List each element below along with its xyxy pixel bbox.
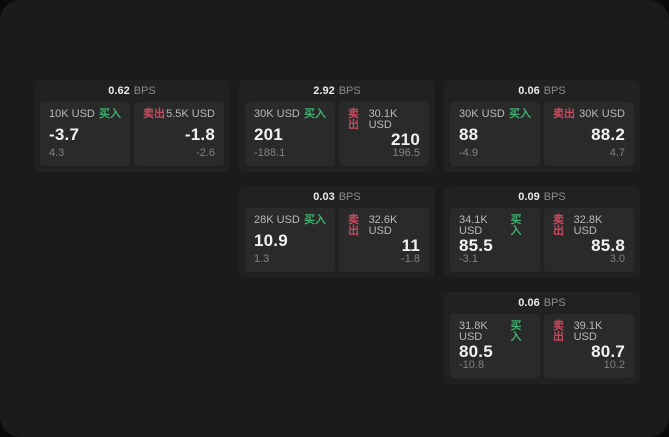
quote-card-body: 10K USD 买入 -3.7 4.3 卖出 5.5K USD -1.8 -2.…	[34, 102, 230, 166]
bps-value: 2.92	[313, 85, 335, 97]
sell-amount: 30.1K USD	[368, 108, 398, 131]
quote-card-body: 31.8K USD 买入 80.5 -10.8 卖出 39.1K USD 80.…	[444, 314, 640, 378]
quote-card-body: 34.1K USD 买入 85.5 -3.1 卖出 32.8K USD 85.8…	[444, 208, 640, 272]
buy-price: 80.5	[459, 342, 493, 361]
sell-sub-value: 3.0	[609, 253, 625, 265]
sell-sub-value: -1.8	[401, 253, 420, 265]
buy-price: 88	[459, 124, 479, 144]
bps-header: 2.92 BPS	[239, 80, 435, 102]
buy-amount: 31.8K USD	[459, 320, 488, 343]
bps-unit-label: BPS	[338, 85, 361, 97]
sell-amount: 30K USD	[579, 108, 625, 120]
sell-sub-value: 4.7	[609, 147, 625, 159]
bps-header: 0.06 BPS	[444, 292, 640, 314]
bps-value: 0.09	[518, 191, 540, 203]
buy-sub-value: -3.1	[459, 253, 478, 265]
quote-card: 0.06 BPS 31.8K USD 买入 80.5 -10.8 卖出 39.1…	[444, 292, 640, 384]
sell-price: 11	[401, 236, 420, 255]
buy-panel[interactable]: 28K USD 买入 10.9 1.3	[245, 208, 335, 272]
bps-value: 0.03	[313, 191, 335, 203]
quote-card: 0.09 BPS 34.1K USD 买入 85.5 -3.1 卖出 32.8K…	[444, 186, 640, 278]
sell-label: 卖出	[553, 214, 564, 237]
bps-value: 0.06	[518, 297, 540, 309]
bps-header: 0.09 BPS	[444, 186, 640, 208]
buy-price: 10.9	[254, 230, 288, 250]
sell-panel[interactable]: 卖出 32.8K USD 85.8 3.0	[544, 208, 634, 272]
buy-panel[interactable]: 10K USD 买入 -3.7 4.3	[40, 102, 130, 166]
buy-label: 买入	[99, 108, 121, 120]
buy-label: 买入	[510, 214, 522, 237]
sell-sub-value: 10.2	[603, 359, 625, 371]
sell-amount: 32.6K USD	[368, 214, 398, 237]
buy-price: 85.5	[459, 236, 493, 255]
buy-label: 买入	[304, 214, 326, 226]
buy-sub-value: -10.8	[459, 359, 485, 371]
buy-amount: 30K USD	[254, 108, 300, 120]
bps-value: 0.62	[108, 85, 130, 97]
quote-card: 0.06 BPS 30K USD 买入 88 -4.9 卖出 30K USD 8…	[444, 80, 640, 172]
buy-sub-value: 4.3	[49, 147, 65, 159]
sell-amount: 5.5K USD	[166, 108, 215, 120]
buy-label: 买入	[509, 108, 531, 120]
sell-price: 210	[391, 130, 420, 149]
buy-panel[interactable]: 31.8K USD 买入 80.5 -10.8	[450, 314, 540, 378]
bps-value: 0.06	[518, 85, 540, 97]
sell-sub-value: -2.6	[196, 147, 215, 159]
sell-panel[interactable]: 卖出 30.1K USD 210 196.5	[339, 102, 429, 166]
sell-label: 卖出	[348, 214, 359, 237]
sell-price: -1.8	[184, 124, 215, 144]
bps-header: 0.06 BPS	[444, 80, 640, 102]
buy-sub-value: -4.9	[459, 147, 478, 159]
buy-amount: 10K USD	[49, 108, 95, 120]
quote-card-body: 30K USD 买入 201 -188.1 卖出 30.1K USD 210 1…	[239, 102, 435, 166]
sell-label: 卖出	[143, 108, 165, 120]
sell-panel[interactable]: 卖出 30K USD 88.2 4.7	[544, 102, 634, 166]
sell-label: 卖出	[348, 108, 359, 131]
sell-price: 80.7	[591, 342, 625, 361]
sell-price: 88.2	[591, 124, 625, 144]
bps-header: 0.62 BPS	[34, 80, 230, 102]
sell-panel[interactable]: 卖出 32.6K USD 11 -1.8	[339, 208, 429, 272]
buy-price: 201	[254, 124, 283, 144]
bps-unit-label: BPS	[543, 85, 566, 97]
sell-panel[interactable]: 卖出 39.1K USD 80.7 10.2	[544, 314, 634, 378]
sell-sub-value: 196.5	[392, 147, 420, 159]
sell-price: 85.8	[591, 236, 625, 255]
quote-card: 2.92 BPS 30K USD 买入 201 -188.1 卖出 30.1K …	[239, 80, 435, 172]
bps-unit-label: BPS	[543, 191, 566, 203]
sell-amount: 32.8K USD	[573, 214, 603, 237]
buy-amount: 34.1K USD	[459, 214, 488, 237]
buy-panel[interactable]: 30K USD 买入 201 -188.1	[245, 102, 335, 166]
bps-unit-label: BPS	[133, 85, 156, 97]
buy-panel[interactable]: 30K USD 买入 88 -4.9	[450, 102, 540, 166]
buy-panel[interactable]: 34.1K USD 买入 85.5 -3.1	[450, 208, 540, 272]
buy-amount: 30K USD	[459, 108, 505, 120]
buy-sub-value: -188.1	[254, 147, 286, 159]
buy-amount: 28K USD	[254, 214, 300, 226]
bps-header: 0.03 BPS	[239, 186, 435, 208]
sell-label: 卖出	[553, 108, 575, 120]
sell-panel[interactable]: 卖出 5.5K USD -1.8 -2.6	[134, 102, 224, 166]
bps-unit-label: BPS	[543, 297, 566, 309]
buy-sub-value: 1.3	[254, 253, 270, 265]
bps-unit-label: BPS	[338, 191, 361, 203]
buy-label: 买入	[510, 320, 522, 343]
sell-amount: 39.1K USD	[573, 320, 603, 343]
sell-label: 卖出	[553, 320, 564, 343]
buy-label: 买入	[304, 108, 326, 120]
quote-card-body: 28K USD 买入 10.9 1.3 卖出 32.6K USD 11 -1.8	[239, 208, 435, 272]
quote-card: 0.62 BPS 10K USD 买入 -3.7 4.3 卖出 5.5K USD…	[34, 80, 230, 172]
quote-card-body: 30K USD 买入 88 -4.9 卖出 30K USD 88.2 4.7	[444, 102, 640, 166]
buy-price: -3.7	[49, 124, 80, 144]
quote-card: 0.03 BPS 28K USD 买入 10.9 1.3 卖出 32.6K US…	[239, 186, 435, 278]
